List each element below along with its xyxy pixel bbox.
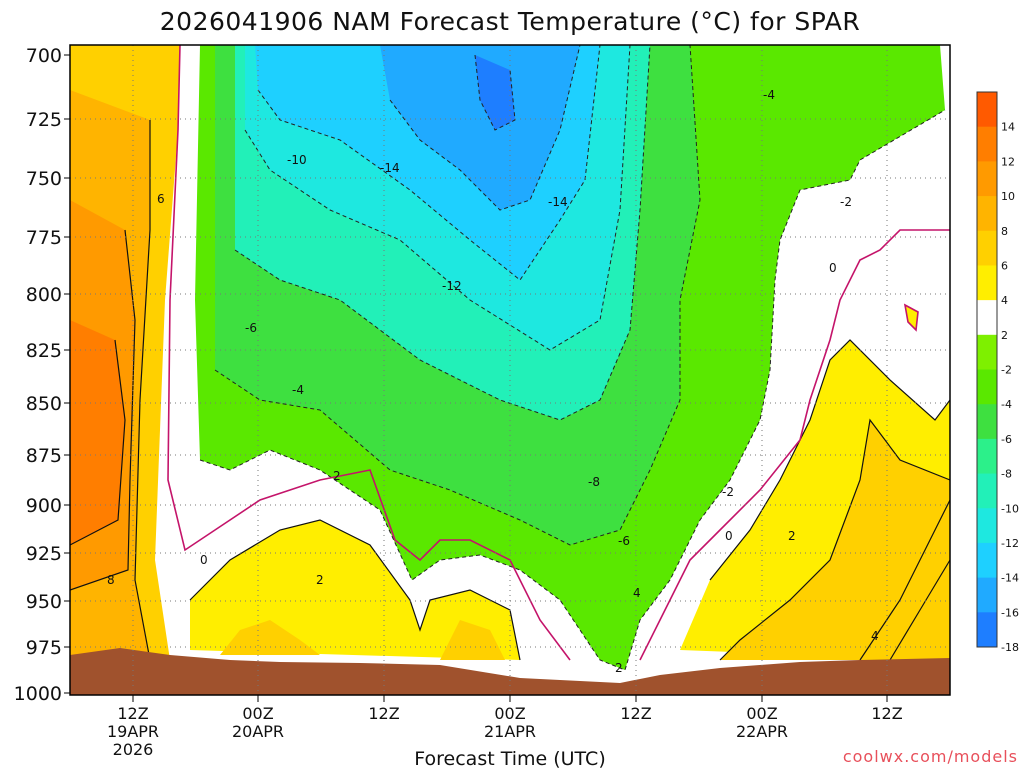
credit-link[interactable]: coolwx.com/models xyxy=(843,747,1018,766)
x-tick-label: 21APR xyxy=(484,722,536,741)
colorbar-swatch xyxy=(977,439,997,474)
y-tick-label: 1000 xyxy=(14,683,62,705)
contour-label: -14 xyxy=(380,161,400,175)
colorbar-swatch xyxy=(977,474,997,509)
colorbar-label: -2 xyxy=(1001,364,1012,377)
colorbar-swatch xyxy=(977,370,997,405)
colorbar-label: -4 xyxy=(1001,398,1012,411)
x-tick-label: 00Z xyxy=(242,704,273,723)
colorbar-label: -16 xyxy=(1001,606,1019,619)
contour-label: 0 xyxy=(725,529,733,543)
chart-title: 2026041906 NAM Forecast Temperature (°C)… xyxy=(160,7,860,36)
contour-label: 2 xyxy=(333,469,341,483)
contour-label: -6 xyxy=(245,321,257,335)
contour-label: 4 xyxy=(633,586,641,600)
y-tick-label: 975 xyxy=(26,637,62,659)
colorbar-swatch xyxy=(977,508,997,543)
colorbar-swatch xyxy=(977,92,997,127)
y-tick-label: 800 xyxy=(26,284,62,306)
colorbar-swatch xyxy=(977,161,997,196)
contour-label: 2 xyxy=(788,529,796,543)
y-tick-label: 875 xyxy=(26,445,62,467)
contour-label: -4 xyxy=(292,383,304,397)
y-axis xyxy=(64,55,70,693)
contour-label: -2 xyxy=(840,195,852,209)
plot-area: -14 -14 -12 -10 -8 -6 -6 -4 -4 -2 -2 2 2… xyxy=(70,45,950,695)
contour-label: -4 xyxy=(763,88,775,102)
colorbar-swatch xyxy=(977,300,997,335)
colorbar-swatch xyxy=(977,231,997,266)
colorbar-label: -14 xyxy=(1001,572,1019,585)
x-tick-label: 12Z xyxy=(117,704,148,723)
contour-label: -6 xyxy=(618,534,630,548)
colorbar-swatch xyxy=(977,578,997,613)
contour-label: 8 xyxy=(107,573,115,587)
x-tick-label: 12Z xyxy=(368,704,399,723)
colorbar-label: 2 xyxy=(1001,329,1008,342)
colorbar-swatch xyxy=(977,612,997,647)
colorbar-label: 12 xyxy=(1001,155,1015,168)
x-tick-label: 20APR xyxy=(232,722,284,741)
y-tick-label: 750 xyxy=(26,168,62,190)
colorbar-label: -18 xyxy=(1001,641,1019,654)
x-tick-label: 12Z xyxy=(871,704,902,723)
x-tick-label: 19APR xyxy=(107,722,159,741)
contour-label: -2 xyxy=(722,485,734,499)
contour-label: -10 xyxy=(287,153,307,167)
contour-label: -12 xyxy=(442,279,462,293)
colorbar-label: 14 xyxy=(1001,121,1015,134)
x-tick-label: 12Z xyxy=(620,704,651,723)
y-tick-label: 725 xyxy=(26,109,62,131)
colorbar-label: -8 xyxy=(1001,468,1012,481)
colorbar-label: -6 xyxy=(1001,433,1012,446)
y-tick-label: 950 xyxy=(26,591,62,613)
contour-label: -14 xyxy=(548,195,568,209)
contour-label: 0 xyxy=(829,261,837,275)
colorbar-label: 8 xyxy=(1001,225,1008,238)
x-axis xyxy=(133,695,887,702)
y-tick-label: 700 xyxy=(26,45,62,67)
x-tick-label: 00Z xyxy=(746,704,777,723)
colorbar-label: 10 xyxy=(1001,190,1015,203)
colorbar-swatch xyxy=(977,196,997,231)
y-tick-label: 850 xyxy=(26,393,62,415)
colorbar-label: 4 xyxy=(1001,294,1008,307)
x-tick-label: 2026 xyxy=(113,740,154,759)
contour-label: 6 xyxy=(157,192,165,206)
y-tick-label: 775 xyxy=(26,227,62,249)
contour-label: 4 xyxy=(871,629,879,643)
colorbar-swatch xyxy=(977,335,997,370)
colorbar-label: -10 xyxy=(1001,502,1019,515)
colorbar-swatch xyxy=(977,404,997,439)
x-axis-title: Forecast Time (UTC) xyxy=(414,748,605,768)
contour-label: -8 xyxy=(588,475,600,489)
colorbar-swatch xyxy=(977,543,997,578)
contour-label: 2 xyxy=(316,573,324,587)
y-tick-label: 900 xyxy=(26,495,62,517)
contour-label: 0 xyxy=(200,553,208,567)
y-tick-label: 825 xyxy=(26,340,62,362)
x-tick-label: 22APR xyxy=(736,722,788,741)
colorbar-label: -12 xyxy=(1001,537,1019,550)
y-tick-label: 925 xyxy=(26,543,62,565)
colorbar-swatch xyxy=(977,265,997,300)
contour-label: 2 xyxy=(615,661,623,675)
x-tick-label: 00Z xyxy=(494,704,525,723)
colorbar-swatch xyxy=(977,127,997,162)
colorbar: 14 12 10 8 6 4 2 -2 -4 -6 -8 -10 -12 -14 -16 -18 xyxy=(977,92,1019,654)
colorbar-label: 6 xyxy=(1001,259,1008,272)
